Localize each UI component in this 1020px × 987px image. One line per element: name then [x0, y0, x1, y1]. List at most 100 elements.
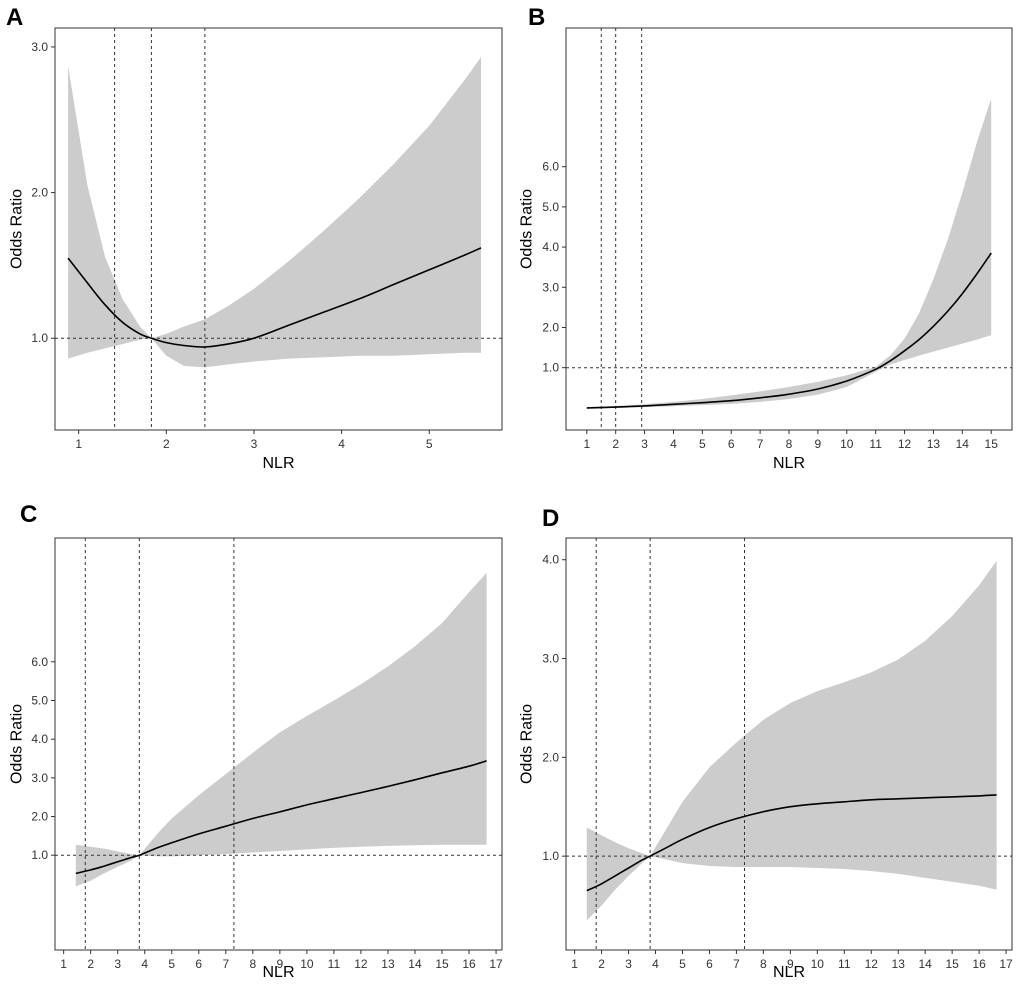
- chart-b: 1 2 3 4 5 6 7 8 9 10 11 12 13 14 151.02.03.04.05.06.0N…: [519, 27, 1013, 472]
- x-tick-label-d-6: 6: [706, 957, 713, 971]
- panel-letter-d: D: [542, 505, 560, 532]
- x-tick-label-b-1: 1: [583, 437, 590, 451]
- x-tick-label-c-7: 7: [222, 957, 229, 971]
- y-tick-label-d-0: 1.0: [542, 849, 559, 863]
- y-tick-label-c-5: 6.0: [31, 655, 48, 669]
- x-tick-label-c-11: 11: [328, 957, 341, 971]
- x-tick-label-b-6: 6: [728, 437, 735, 451]
- x-tick-label-b-13: 13: [927, 437, 941, 451]
- x-tick-label-a-3: 3: [251, 437, 258, 451]
- y-tick-label-b-1: 2.0: [542, 320, 559, 334]
- x-tick-label-c-17: 17: [489, 957, 503, 971]
- ci-band-c: [75, 572, 487, 887]
- estimate-line-a: [67, 247, 482, 348]
- y-tick-label-c-0: 1.0: [31, 848, 48, 862]
- x-tick-label-d-12: 12: [865, 957, 879, 971]
- y-tick-label-b-3: 4.0: [542, 240, 559, 254]
- chart-d: 1 2 3 4 5 6 7 8 9 10 11 12 13 14 15 16 171.02.03.04.0NLR…: [519, 537, 1013, 981]
- x-tick-label-c-16: 16: [462, 957, 476, 971]
- x-tick-label-d-5: 5: [679, 957, 686, 971]
- chart-c: 1 2 3 4 5 6 7 8 9 10 11 12 13 14 15 16 171.02.03.04.05.0…: [9, 537, 503, 981]
- ci-band-a: [68, 57, 481, 368]
- x-tick-label-d-10: 10: [811, 957, 825, 971]
- y-tick-label-b-0: 1.0: [542, 361, 559, 375]
- y-tick-label-a-1: 2.0: [31, 186, 48, 200]
- x-tick-label-d-3: 3: [625, 957, 632, 971]
- x-tick-label-c-1: 1: [60, 957, 67, 971]
- y-tick-label-a-0: 1.0: [31, 331, 48, 345]
- y-axis-title-b: Odds Ratio: [519, 189, 536, 269]
- x-tick-label-d-8: 8: [760, 957, 767, 971]
- x-tick-label-d-4: 4: [652, 957, 659, 971]
- x-tick-label-d-17: 17: [999, 957, 1013, 971]
- x-tick-label-b-11: 11: [869, 437, 882, 451]
- x-tick-label-c-5: 5: [168, 957, 175, 971]
- x-tick-label-b-10: 10: [840, 437, 854, 451]
- x-tick-label-d-7: 7: [733, 957, 740, 971]
- x-tick-label-c-8: 8: [249, 957, 256, 971]
- ci-band-d: [586, 560, 997, 921]
- y-tick-label-a-2: 3.0: [31, 40, 48, 54]
- x-tick-label-d-16: 16: [972, 957, 986, 971]
- estimate-line-c: [75, 760, 487, 875]
- x-tick-label-d-2: 2: [598, 957, 605, 971]
- x-tick-label-c-10: 10: [300, 957, 314, 971]
- panel-d: D 1 2 3 4 5 6 7 8 9 10 11 12 13 14 15 16 17 1.0 2.0 3.0 4.0 N…: [510, 495, 1020, 987]
- x-tick-label-d-11: 11: [838, 957, 851, 971]
- y-tick-label-d-1: 2.0: [542, 750, 559, 764]
- x-tick-label-d-13: 13: [892, 957, 906, 971]
- y-tick-label-b-2: 3.0: [542, 280, 559, 294]
- plot-frame-c: [54, 537, 503, 951]
- y-tick-label-d-3: 4.0: [542, 553, 559, 567]
- x-axis-title-a: NLR: [262, 455, 294, 472]
- x-tick-label-d-14: 14: [918, 957, 932, 971]
- x-tick-label-b-7: 7: [757, 437, 764, 451]
- x-tick-label-b-2: 2: [612, 437, 619, 451]
- panel-a: A 1 2 3 4 5 1.0 2.0 3.0 NLR Odds Ratio: [0, 0, 510, 480]
- x-tick-label-a-1: 1: [75, 437, 82, 451]
- panel-letter-a: A: [6, 4, 24, 31]
- ci-band-b: [586, 98, 992, 409]
- x-tick-label-d-15: 15: [945, 957, 959, 971]
- x-tick-label-d-9: 9: [787, 957, 794, 971]
- y-axis-title-d: Odds Ratio: [519, 704, 536, 784]
- y-tick-label-c-3: 4.0: [31, 732, 48, 746]
- panel-letter-c: C: [20, 501, 38, 528]
- x-tick-label-b-8: 8: [786, 437, 793, 451]
- y-axis-title-c: Odds Ratio: [9, 704, 26, 784]
- x-tick-label-a-5: 5: [426, 437, 433, 451]
- x-tick-label-b-12: 12: [898, 437, 912, 451]
- x-axis-title-b: NLR: [773, 455, 805, 472]
- x-tick-label-c-15: 15: [435, 957, 449, 971]
- chart-a: 1 2 3 4 5 1.0 2.0 3.0 NLR Odds Ratio: [9, 27, 503, 472]
- y-tick-label-b-5: 6.0: [542, 160, 559, 174]
- y-axis-title-a: Odds Ratio: [9, 189, 26, 269]
- x-axis-title-d: NLR: [773, 964, 805, 981]
- y-tick-label-d-2: 3.0: [542, 652, 559, 666]
- x-tick-label-c-9: 9: [277, 957, 284, 971]
- x-tick-label-a-2: 2: [163, 437, 170, 451]
- x-tick-label-b-15: 15: [985, 437, 999, 451]
- x-tick-label-c-3: 3: [114, 957, 121, 971]
- panel-b: B 1 2 3 4 5 6 7 8 9 10 11 12 13 14 15 1.0 2.0 3.0 4.0 5.0 6.…: [510, 0, 1020, 480]
- x-tick-label-b-9: 9: [815, 437, 822, 451]
- x-tick-label-a-4: 4: [338, 437, 345, 451]
- y-tick-label-c-1: 2.0: [31, 810, 48, 824]
- x-tick-label-b-3: 3: [641, 437, 648, 451]
- x-tick-label-c-13: 13: [381, 957, 395, 971]
- x-axis-title-c: NLR: [262, 964, 294, 981]
- x-tick-label-b-5: 5: [699, 437, 706, 451]
- x-tick-label-b-4: 4: [670, 437, 677, 451]
- plot-frame-d: [565, 537, 1013, 951]
- x-tick-label-c-12: 12: [354, 957, 368, 971]
- x-tick-label-b-14: 14: [956, 437, 970, 451]
- y-tick-label-b-4: 5.0: [542, 200, 559, 214]
- x-tick-label-d-1: 1: [571, 957, 578, 971]
- y-tick-label-c-2: 3.0: [31, 771, 48, 785]
- plot-frame-a: [54, 27, 503, 431]
- y-tick-label-c-4: 5.0: [31, 693, 48, 707]
- x-tick-label-c-14: 14: [408, 957, 422, 971]
- estimate-line-d: [586, 794, 997, 892]
- x-tick-label-c-6: 6: [195, 957, 202, 971]
